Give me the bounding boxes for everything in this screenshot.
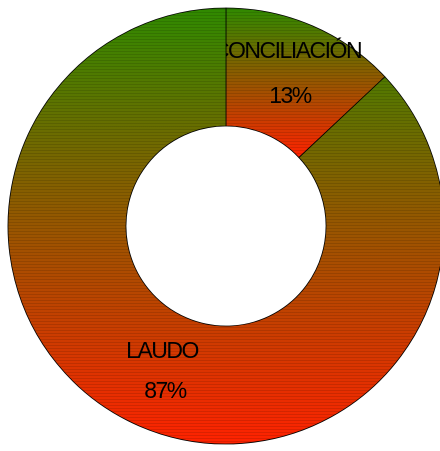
category-label: CONCILIACIÓN <box>213 37 361 63</box>
value-label: 13% <box>269 82 312 108</box>
value-label: 87% <box>144 377 187 403</box>
segment-banding <box>226 8 385 158</box>
category-label: LAUDO <box>126 337 198 363</box>
segment-banding <box>8 8 440 444</box>
